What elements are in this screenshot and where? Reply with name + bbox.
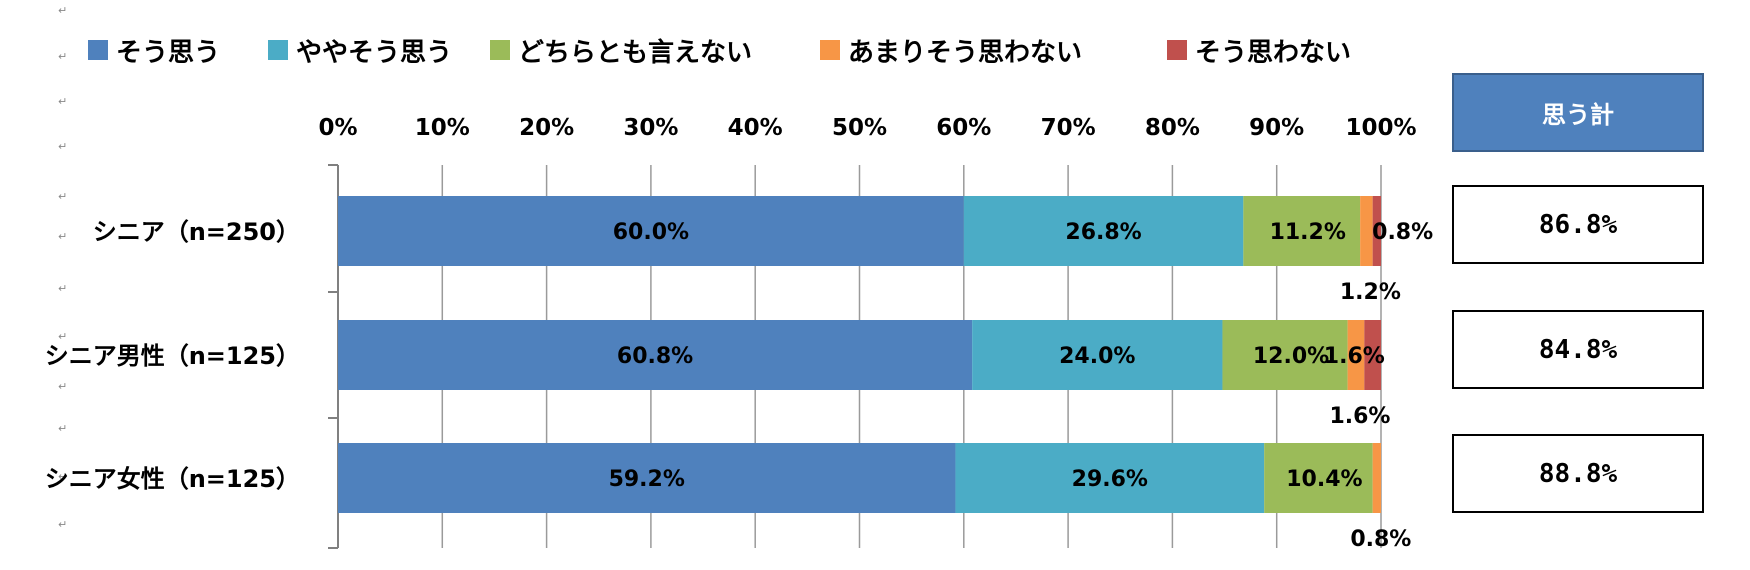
x-tick-label: 100% <box>1345 115 1416 141</box>
bar-segment <box>1347 320 1365 390</box>
paragraph-mark: ↵ <box>58 330 67 343</box>
data-label: 10.4% <box>1286 467 1362 492</box>
total-value-senior-male: 84.8% <box>1452 310 1704 389</box>
category-label: シニア（n=250） <box>93 218 300 246</box>
bar-segment <box>1222 320 1348 390</box>
x-tick-label: 20% <box>519 115 574 141</box>
bar-segment <box>1360 196 1373 266</box>
x-tick-label: 60% <box>936 115 991 141</box>
data-label: 60.0% <box>613 220 689 245</box>
paragraph-mark: ↵ <box>58 50 67 63</box>
paragraph-marks: ↵ ↵ ↵ ↵ ↵ ↵ ↵ ↵ ↵ ↵ ↵ ↵ <box>58 4 67 531</box>
category-label: シニア男性（n=125） <box>45 342 300 370</box>
paragraph-mark: ↵ <box>58 190 67 203</box>
paragraph-mark: ↵ <box>58 4 67 17</box>
bar-segment <box>1364 320 1381 390</box>
total-value-senior: 86.8% <box>1452 185 1704 264</box>
bar-segment <box>1372 196 1381 266</box>
data-label: 11.2% <box>1270 220 1346 245</box>
legend-label: あまりそう思わない <box>848 38 1082 68</box>
category-labels: シニア（n=250） シニア男性（n=125） シニア女性（n=125） <box>45 218 300 493</box>
category-label: シニア女性（n=125） <box>45 465 300 493</box>
data-label: 60.8% <box>617 344 693 369</box>
legend: そう思う ややそう思う どちらとも言えない あまりそう思わない そう思わない <box>88 38 1351 68</box>
bar-segment <box>1264 443 1373 513</box>
legend-swatch <box>820 40 840 60</box>
paragraph-mark: ↵ <box>58 380 67 393</box>
x-tick-label: 90% <box>1249 115 1304 141</box>
data-label: 1.6% <box>1324 344 1385 369</box>
paragraph-mark: ↵ <box>58 230 67 243</box>
bar-segment <box>338 320 973 390</box>
legend-swatch <box>1167 40 1187 60</box>
legend-label: そう思わない <box>1195 38 1351 68</box>
paragraph-mark: ↵ <box>58 95 67 108</box>
data-label: 1.6% <box>1329 404 1390 429</box>
legend-swatch <box>268 40 288 60</box>
x-tick-label: 0% <box>318 115 357 141</box>
data-label: 29.6% <box>1072 467 1148 492</box>
bar-segment <box>972 320 1223 390</box>
bars <box>338 196 1381 513</box>
paragraph-mark: ↵ <box>58 422 67 435</box>
x-tick-label: 10% <box>415 115 470 141</box>
total-value-senior-female: 88.8% <box>1452 434 1704 513</box>
legend-label: そう思う <box>116 38 220 68</box>
total-header: 思う計 <box>1452 73 1704 152</box>
x-tick-label: 80% <box>1145 115 1200 141</box>
data-label: 24.0% <box>1059 344 1135 369</box>
legend-label: どちらとも言えない <box>518 38 752 68</box>
x-tick-label: 30% <box>623 115 678 141</box>
paragraph-mark: ↵ <box>58 282 67 295</box>
x-tick-label: 40% <box>728 115 783 141</box>
data-label: 0.8% <box>1372 220 1433 245</box>
data-label: 12.0% <box>1253 344 1329 369</box>
bar-segment <box>1243 196 1361 266</box>
data-label: 26.8% <box>1065 220 1141 245</box>
data-label: 59.2% <box>609 467 685 492</box>
bar-segment <box>338 443 956 513</box>
data-labels: 60.0% 26.8% 11.2%1.2%0.8%60.8% 24.0% 12.0%1.… <box>609 220 1434 552</box>
bar-segment <box>338 196 964 266</box>
legend-swatch <box>490 40 510 60</box>
data-label: 1.2% <box>1340 280 1401 305</box>
x-tick-label: 70% <box>1041 115 1096 141</box>
bar-segment <box>1372 443 1381 513</box>
legend-swatch <box>88 40 108 60</box>
x-axis-ticks: 0% 10% 20% 30% 40% 50% 60% 70% 80% 90% 100% <box>318 115 1416 141</box>
bar-segment <box>955 443 1265 513</box>
paragraph-mark: ↵ <box>58 140 67 153</box>
paragraph-mark: ↵ <box>58 518 67 531</box>
data-label: 0.8% <box>1350 527 1411 552</box>
paragraph-mark: ↵ <box>58 470 67 483</box>
bar-segment <box>963 196 1244 266</box>
legend-label: ややそう思う <box>296 38 452 68</box>
x-tick-label: 50% <box>832 115 887 141</box>
